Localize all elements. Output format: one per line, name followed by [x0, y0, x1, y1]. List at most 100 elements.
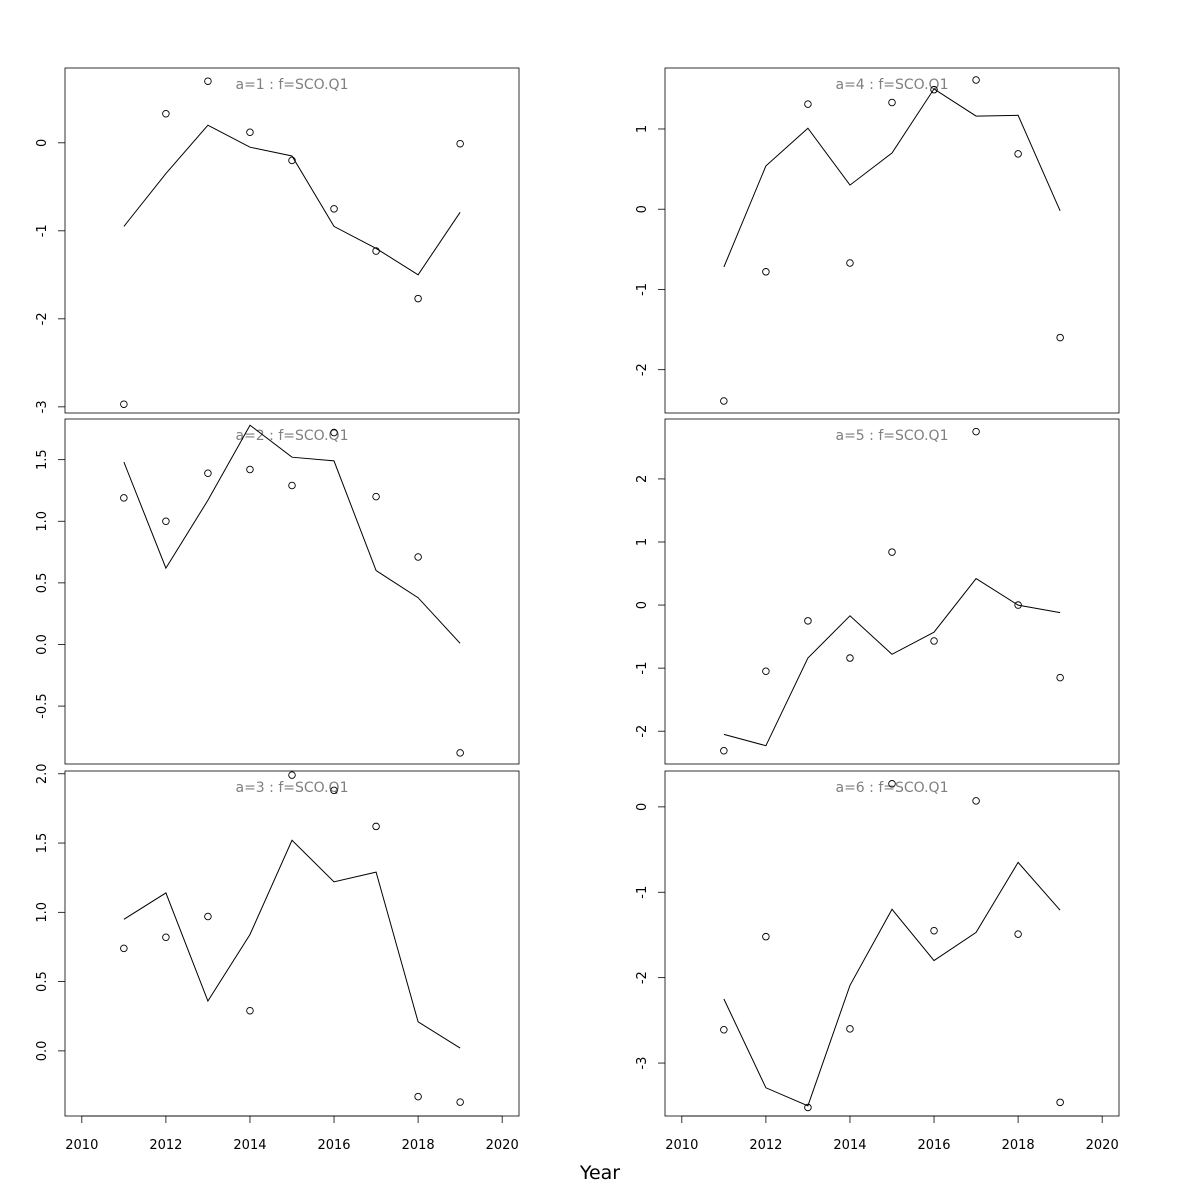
panel-1-data-point — [330, 205, 338, 213]
panel-2-data-point — [246, 465, 254, 474]
panel-2-data-point — [162, 517, 170, 526]
panel-3-y-tick-label: 0.0 — [35, 1041, 50, 1062]
panel-5-data-point — [846, 654, 854, 662]
panel-2-data-point — [372, 492, 380, 501]
panel-2-fitted-line — [123, 424, 461, 644]
panel-2-y-tick-label: -0.5 — [35, 693, 50, 718]
panel-3-data-point — [372, 822, 380, 831]
panel-6-data-point — [804, 1103, 812, 1112]
panel-3-x-tick-label: 2012 — [149, 1138, 182, 1153]
panel-5-data-point — [888, 548, 896, 556]
panel-1-y-tick-label: -3 — [35, 400, 50, 413]
panel-1-y-tick-label: -1 — [35, 224, 50, 237]
panel-1-y-tick-label: 0 — [35, 139, 50, 147]
panel-2-data-point — [414, 553, 422, 561]
panel-6-data-point — [930, 926, 938, 935]
panel-2-title: a=2 : f=SCO.Q1 — [236, 428, 349, 444]
panel-4-fitted-line — [723, 88, 1061, 268]
panel-6-title: a=6 : f=SCO.Q1 — [836, 780, 949, 796]
panel-1-data-point — [288, 156, 296, 165]
panel-1-data-point — [120, 400, 128, 408]
panel-6-data-point — [846, 1025, 854, 1033]
panel-5-data-point — [720, 747, 728, 755]
panel-5-data-point — [762, 667, 770, 676]
panel-1-frame — [64, 67, 520, 414]
panel-2-y-tick-label: 1.5 — [35, 449, 50, 470]
panel-1-data-point — [162, 110, 170, 118]
panel-5-data-point — [930, 637, 938, 645]
panel-6-x-tick-label: 2012 — [749, 1138, 782, 1153]
panel-4-data-point — [720, 397, 728, 405]
panel-6-y-tick-label: -1 — [635, 886, 650, 899]
panel-6-data-point — [1014, 930, 1022, 938]
panel-4-y-tick-label: -2 — [635, 363, 650, 376]
panel-5-data-point — [1056, 673, 1064, 682]
panel-5-y-tick-label: -1 — [635, 662, 650, 675]
panel-3-fitted-line — [123, 839, 461, 1049]
panel-3-data-point — [162, 933, 170, 942]
panel-4-data-point — [804, 100, 812, 108]
panel-5-data-point — [804, 617, 812, 625]
panel-6-x-tick-label: 2014 — [833, 1138, 866, 1153]
panel-6-x-tick-label: 2010 — [665, 1138, 698, 1153]
panel-3-y-tick-label: 1.0 — [35, 902, 50, 923]
panel-4-data-point — [930, 85, 938, 94]
panel-3-x-tick-label: 2018 — [402, 1138, 435, 1153]
panel-4-frame — [664, 67, 1120, 414]
panel-5-y-tick-label: 0 — [635, 601, 650, 609]
panel-3-x-tick-label: 2020 — [486, 1138, 519, 1153]
panel-3-frame — [64, 770, 520, 1117]
panel-5-frame — [664, 418, 1120, 765]
panel-1-data-point — [456, 139, 464, 148]
x-axis-title: Year — [579, 1162, 620, 1184]
panel-3-data-point — [456, 1098, 464, 1106]
panel-6-frame — [664, 770, 1120, 1117]
panel-6-data-point — [762, 932, 770, 941]
panel-4-data-point — [762, 268, 770, 276]
panel-4-y-tick-label: 1 — [635, 125, 650, 133]
panel-5-y-tick-label: 1 — [635, 538, 650, 546]
panel-3-x-tick-label: 2010 — [65, 1138, 98, 1153]
panel-6-x-tick-label: 2018 — [1002, 1138, 1035, 1153]
panel-6-data-point — [972, 797, 980, 805]
panel-3-title: a=3 : f=SCO.Q1 — [236, 780, 349, 796]
panel-1-data-point — [414, 294, 422, 303]
panel-2-data-point — [288, 481, 296, 490]
panel-6-y-tick-label: 0 — [635, 803, 650, 811]
panel-3-data-point — [246, 1006, 254, 1015]
panel-6-data-point — [1056, 1098, 1064, 1107]
panel-6-x-tick-label: 2020 — [1086, 1138, 1119, 1153]
panel-3-data-point — [414, 1092, 422, 1101]
panel-5-data-point — [1014, 601, 1022, 609]
panel-1-data-point — [204, 77, 212, 85]
panel-4-data-point — [1056, 333, 1064, 342]
panel-1-data-point — [246, 128, 254, 136]
panel-2-data-point — [120, 494, 128, 502]
panel-5-data-point — [972, 427, 980, 436]
panel-4-data-point — [972, 76, 980, 84]
panel-5-y-tick-label: -2 — [635, 725, 650, 738]
panel-1-fitted-line — [123, 124, 461, 276]
panel-2-data-point — [204, 469, 212, 477]
panel-5-fitted-line — [723, 577, 1061, 747]
panel-1-y-tick-label: -2 — [35, 312, 50, 325]
panel-2-y-tick-label: 1.0 — [35, 511, 50, 532]
panel-4-data-point — [1014, 150, 1022, 158]
panel-1-data-point — [372, 247, 380, 255]
panel-2-frame — [64, 418, 520, 765]
panel-2-data-point — [456, 749, 464, 757]
panel-4-title: a=4 : f=SCO.Q1 — [836, 77, 949, 93]
panel-3-data-point — [330, 786, 338, 795]
panel-3-data-point — [204, 912, 212, 921]
panel-6-y-tick-label: -2 — [635, 971, 650, 984]
panel-3-y-tick-label: 2.0 — [35, 763, 50, 784]
panel-4-data-point — [846, 259, 854, 267]
panel-1-title: a=1 : f=SCO.Q1 — [236, 77, 349, 93]
panel-2-y-tick-label: 0.0 — [35, 634, 50, 655]
panel-3-y-tick-label: 1.5 — [35, 833, 50, 854]
panel-5-title: a=5 : f=SCO.Q1 — [836, 428, 949, 444]
panel-6-data-point — [888, 780, 896, 788]
panel-4-y-tick-label: -1 — [635, 283, 650, 296]
panel-3-x-tick-label: 2016 — [317, 1138, 350, 1153]
